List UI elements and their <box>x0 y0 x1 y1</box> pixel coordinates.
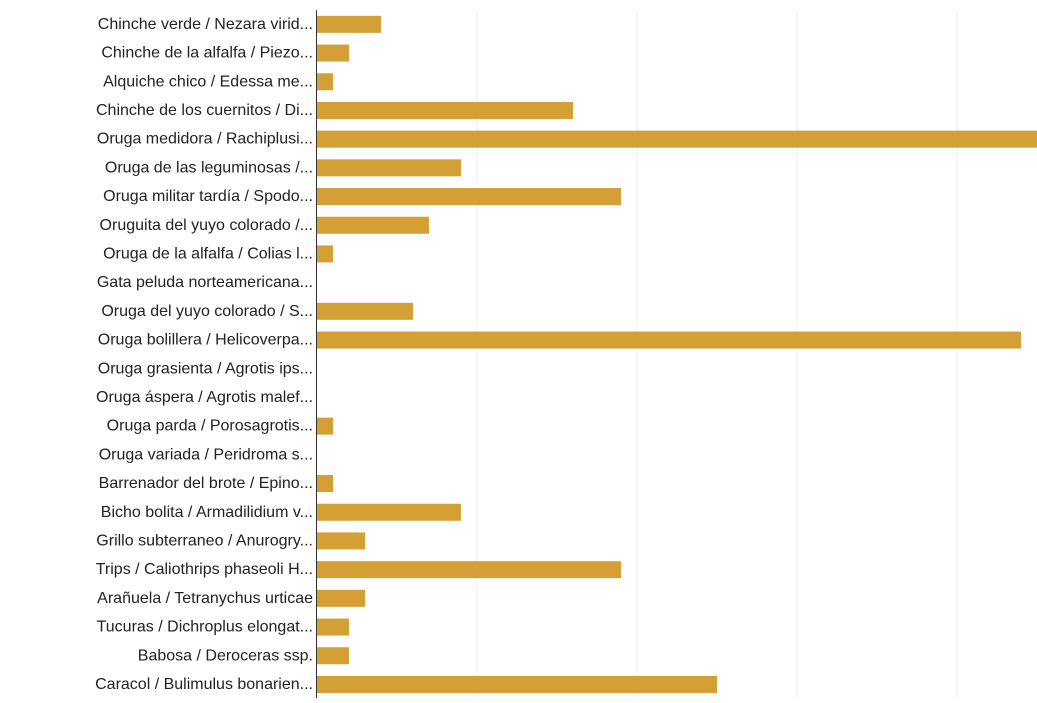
category-label: Barrenador del brote / Epino... <box>99 475 313 492</box>
category-label: Arañuela / Tetranychus urticae <box>97 590 313 607</box>
bar[interactable] <box>317 73 333 91</box>
category-label: Grillo subterraneo / Anurogry... <box>96 532 313 549</box>
category-label: Oruga grasienta / Agrotis ips... <box>98 360 313 377</box>
bar[interactable] <box>317 331 1021 349</box>
bar[interactable] <box>317 475 333 493</box>
category-label: Chinche de la alfalfa / Piezo... <box>101 45 313 62</box>
bar[interactable] <box>317 130 1037 148</box>
category-label: Tucuras / Dichroplus elongat... <box>97 619 313 636</box>
category-label: Oruga de la alfalfa / Colias l... <box>103 245 313 262</box>
category-label: Babosa / Deroceras ssp. <box>138 647 313 664</box>
bar[interactable] <box>317 302 413 320</box>
category-label: Bicho bolita / Armadilidium v... <box>101 504 313 521</box>
category-label: Oruga medidora / Rachiplusi... <box>97 131 313 148</box>
category-label: Oruga militar tardía / Spodo... <box>103 188 313 205</box>
category-label: Oruga áspera / Agrotis malef... <box>96 389 313 406</box>
bar[interactable] <box>317 15 381 33</box>
category-label: Oruga del yuyo colorado / S... <box>101 303 313 320</box>
bar[interactable] <box>317 589 365 607</box>
category-label: Oruga de las leguminosas /... <box>105 159 313 176</box>
category-label: Gata peluda norteamericana... <box>97 274 313 291</box>
bar[interactable] <box>317 216 429 234</box>
bar[interactable] <box>317 532 365 550</box>
gridlines <box>476 10 958 698</box>
bar[interactable] <box>317 188 621 206</box>
bar[interactable] <box>317 101 573 119</box>
category-label: Chinche verde / Nezara virid... <box>98 16 313 33</box>
category-label: Trips / Caliothrips phaseoli H... <box>96 561 313 578</box>
category-label: Oruga variada / Peridroma s... <box>99 446 313 463</box>
bar[interactable] <box>317 618 349 636</box>
bar[interactable] <box>317 159 461 177</box>
category-label: Oruga bolillera / Helicoverpa... <box>98 332 313 349</box>
bar[interactable] <box>317 561 621 579</box>
bar[interactable] <box>317 503 461 521</box>
bars <box>317 15 1037 693</box>
category-label: Oruguita del yuyo colorado /... <box>100 217 313 234</box>
bar[interactable] <box>317 245 333 263</box>
bar[interactable] <box>317 675 717 693</box>
bar[interactable] <box>317 647 349 665</box>
bar[interactable] <box>317 417 333 435</box>
category-label: Caracol / Bulimulus bonarien... <box>95 676 313 693</box>
category-label: Oruga parda / Porosagrotis... <box>107 418 313 435</box>
bar[interactable] <box>317 44 349 62</box>
category-labels: Chinche verde / Nezara virid... Chinche d… <box>95 16 313 693</box>
category-label: Alquiche chico / Edessa me... <box>103 73 313 90</box>
category-label: Chinche de los cuernitos / Di... <box>96 102 313 119</box>
